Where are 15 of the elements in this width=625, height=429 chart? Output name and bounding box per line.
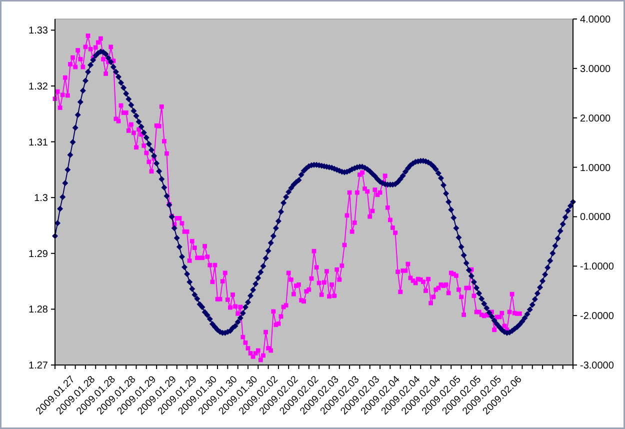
y2-tick-label: 0.0000 (580, 212, 612, 224)
y2-tick-label: -1.0000 (580, 262, 614, 273)
y-tick-label: 1.31 (28, 137, 48, 148)
y2-tick-label: -3.0000 (580, 360, 614, 372)
y2-tick-label: -2.0000 (580, 311, 614, 322)
y-tick-label: 1.33 (28, 26, 48, 37)
y2-tick-label: 2.0000 (580, 113, 612, 124)
y2-tick-label: 1.0000 (580, 162, 612, 174)
y-tick-label: 1.28 (28, 304, 48, 316)
y-tick-label: 1.29 (28, 248, 48, 260)
y-tick-label: 1.32 (28, 81, 48, 92)
y2-tick-label: 3.0000 (580, 64, 612, 75)
y-tick-label: 1.27 (28, 360, 48, 372)
y2-tick-label: 4.0000 (580, 14, 612, 26)
y-tick-label: 1.3 (34, 193, 48, 204)
